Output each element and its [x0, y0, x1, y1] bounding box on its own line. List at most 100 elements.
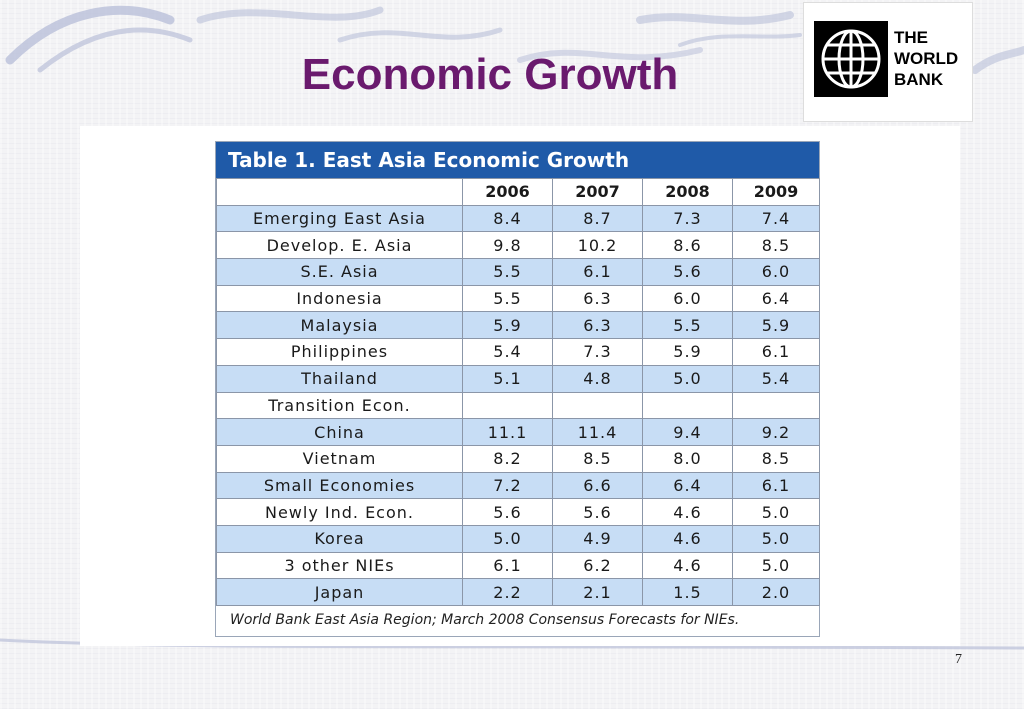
table-row: Vietnam 8.2 8.5 8.0 8.5 — [216, 444, 820, 473]
table-title: Table 1. East Asia Economic Growth — [216, 142, 819, 178]
value-cell: 6.1 — [552, 258, 643, 286]
row-label: Japan — [216, 578, 463, 606]
growth-table: 2006 2007 2008 2009 Emerging East Asia 8.… — [216, 178, 820, 606]
table-row: Develop. E. Asia 9.8 10.2 8.6 8.5 — [216, 231, 820, 260]
value-cell: 6.6 — [552, 471, 643, 500]
value-cell: 4.9 — [552, 524, 643, 553]
logo-line-2: WORLD — [894, 49, 959, 68]
value-cell: 6.4 — [732, 284, 820, 313]
table-row: Philippines 5.4 7.3 5.9 6.1 — [216, 338, 820, 366]
value-cell: 6.3 — [552, 284, 643, 313]
page-number: 7 — [955, 652, 962, 667]
row-label: Philippines — [216, 338, 463, 366]
row-label: Small Economies — [216, 471, 463, 500]
value-cell: 6.1 — [462, 551, 553, 580]
value-cell: 5.5 — [462, 258, 553, 286]
value-cell: 8.5 — [732, 231, 820, 260]
value-cell: 5.6 — [552, 498, 643, 526]
row-label: Indonesia — [216, 284, 463, 313]
value-cell — [642, 391, 733, 420]
table-row: Japan 2.2 2.1 1.5 2.0 — [216, 578, 820, 606]
globe-icon — [814, 21, 888, 97]
value-cell: 6.3 — [552, 311, 643, 340]
growth-table-container: Table 1. East Asia Economic Growth 2006 … — [215, 141, 820, 637]
value-cell — [552, 391, 643, 420]
value-cell: 9.8 — [462, 231, 553, 260]
header-cell: 2008 — [642, 178, 733, 206]
value-cell: 4.6 — [642, 551, 733, 580]
value-cell: 7.3 — [642, 204, 733, 233]
table-row: S.E. Asia 5.5 6.1 5.6 6.0 — [216, 258, 820, 286]
value-cell: 10.2 — [552, 231, 643, 260]
value-cell: 7.4 — [732, 204, 820, 233]
table-row: Malaysia 5.9 6.3 5.5 5.9 — [216, 311, 820, 340]
logo-line-1: THE — [894, 28, 928, 47]
value-cell: 7.2 — [462, 471, 553, 500]
logo-line-3: BANK — [894, 70, 944, 89]
world-bank-logo: THE WORLD BANK — [803, 2, 973, 122]
value-cell: 5.9 — [462, 311, 553, 340]
logo-text: THE WORLD BANK — [894, 27, 974, 90]
value-cell: 2.1 — [552, 578, 643, 606]
table-row: 3 other NIEs 6.1 6.2 4.6 5.0 — [216, 551, 820, 580]
value-cell: 8.5 — [552, 444, 643, 473]
row-label: Vietnam — [216, 444, 463, 473]
table-header-row: 2006 2007 2008 2009 — [216, 178, 820, 206]
row-label: Emerging East Asia — [216, 204, 463, 233]
header-cell: 2006 — [462, 178, 553, 206]
table-row: Emerging East Asia 8.4 8.7 7.3 7.4 — [216, 204, 820, 233]
value-cell: 5.5 — [642, 311, 733, 340]
value-cell: 6.0 — [732, 258, 820, 286]
row-label: Develop. E. Asia — [216, 231, 463, 260]
value-cell: 8.2 — [462, 444, 553, 473]
value-cell: 5.9 — [642, 338, 733, 366]
value-cell: 6.4 — [642, 471, 733, 500]
value-cell: 5.0 — [642, 364, 733, 393]
value-cell: 5.6 — [642, 258, 733, 286]
slide-title: Economic Growth — [301, 50, 679, 99]
value-cell: 8.6 — [642, 231, 733, 260]
value-cell: 9.2 — [732, 418, 820, 446]
value-cell: 6.2 — [552, 551, 643, 580]
row-label: Newly Ind. Econ. — [216, 498, 463, 526]
value-cell: 2.2 — [462, 578, 553, 606]
row-label: Thailand — [216, 364, 463, 393]
value-cell: 8.5 — [732, 444, 820, 473]
value-cell: 5.9 — [732, 311, 820, 340]
value-cell: 1.5 — [642, 578, 733, 606]
value-cell: 4.6 — [642, 524, 733, 553]
value-cell: 9.4 — [642, 418, 733, 446]
value-cell: 8.0 — [642, 444, 733, 473]
value-cell: 6.0 — [642, 284, 733, 313]
value-cell: 7.3 — [552, 338, 643, 366]
value-cell: 5.0 — [732, 524, 820, 553]
row-label: China — [216, 418, 463, 446]
value-cell: 5.6 — [462, 498, 553, 526]
table-row: Newly Ind. Econ. 5.6 5.6 4.6 5.0 — [216, 498, 820, 526]
value-cell: 8.7 — [552, 204, 643, 233]
value-cell: 5.0 — [462, 524, 553, 553]
value-cell: 5.4 — [462, 338, 553, 366]
row-label: S.E. Asia — [216, 258, 463, 286]
header-cell: 2009 — [732, 178, 820, 206]
table-row: Thailand 5.1 4.8 5.0 5.4 — [216, 364, 820, 393]
table-source-note: World Bank East Asia Region; March 2008 … — [230, 612, 740, 628]
value-cell: 5.0 — [732, 498, 820, 526]
header-cell — [216, 178, 463, 206]
value-cell: 6.1 — [732, 471, 820, 500]
value-cell: 2.0 — [732, 578, 820, 606]
row-label: 3 other NIEs — [216, 551, 463, 580]
row-label: Korea — [216, 524, 463, 553]
value-cell: 4.8 — [552, 364, 643, 393]
table-row: Transition Econ. — [216, 391, 820, 420]
value-cell: 5.1 — [462, 364, 553, 393]
value-cell: 11.4 — [552, 418, 643, 446]
value-cell: 4.6 — [642, 498, 733, 526]
row-label: Transition Econ. — [216, 391, 463, 420]
table-row: Korea 5.0 4.9 4.6 5.0 — [216, 524, 820, 553]
header-cell: 2007 — [552, 178, 643, 206]
value-cell: 5.0 — [732, 551, 820, 580]
value-cell: 8.4 — [462, 204, 553, 233]
table-row: China 11.1 11.4 9.4 9.2 — [216, 418, 820, 446]
table-row: Small Economies 7.2 6.6 6.4 6.1 — [216, 471, 820, 500]
